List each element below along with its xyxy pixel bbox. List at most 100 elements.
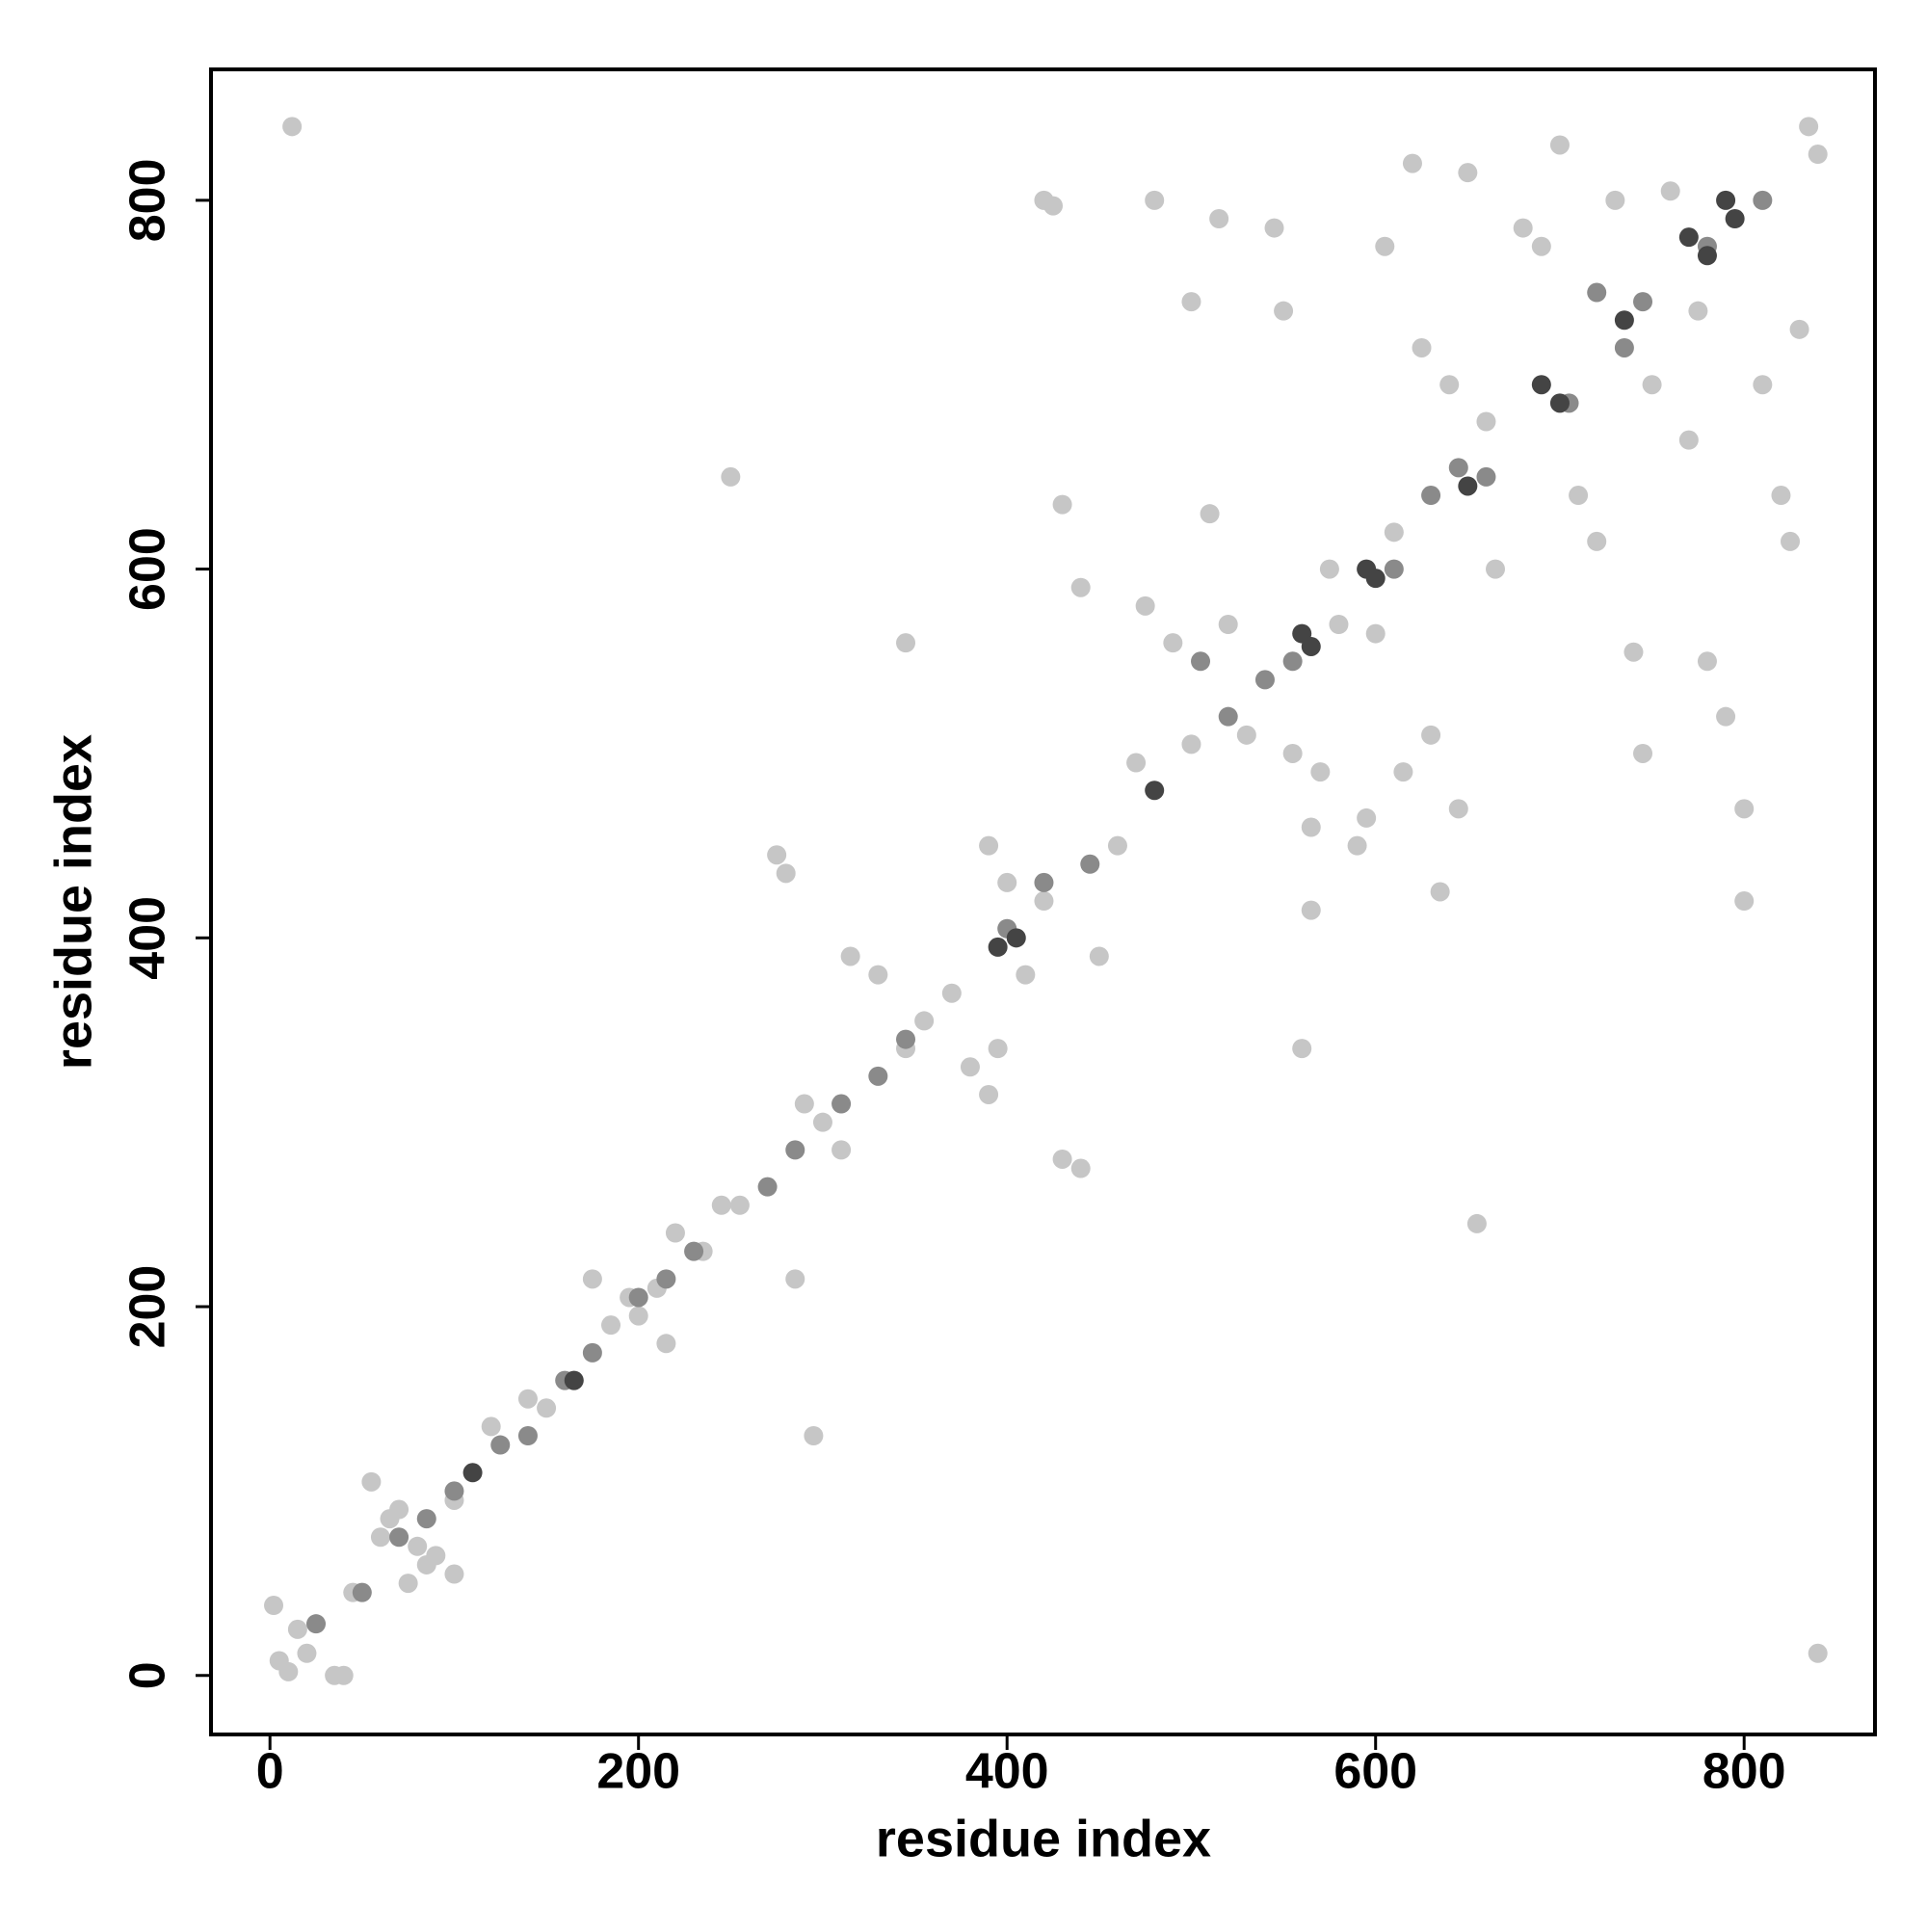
x-axis-label: residue index (876, 1810, 1211, 1867)
point (1070, 1158, 1091, 1178)
point (1697, 246, 1717, 266)
point (1384, 559, 1404, 579)
point (1135, 595, 1155, 616)
point (517, 1389, 538, 1409)
point (1274, 301, 1294, 321)
point (1107, 835, 1127, 856)
point (1301, 636, 1321, 656)
point (1549, 393, 1570, 413)
point (1282, 651, 1303, 672)
point (1402, 153, 1422, 173)
point (832, 1094, 852, 1114)
point (1753, 375, 1773, 395)
point (794, 1094, 814, 1114)
point (306, 1614, 327, 1634)
point (1476, 466, 1496, 487)
point (490, 1435, 511, 1455)
point (997, 872, 1017, 892)
point (1678, 430, 1699, 450)
point (1365, 569, 1386, 589)
point (665, 1223, 685, 1243)
point (416, 1509, 436, 1529)
point (868, 1066, 888, 1086)
point (389, 1499, 409, 1520)
point (1347, 835, 1367, 856)
point (537, 1398, 557, 1418)
point (1329, 615, 1349, 634)
point (1034, 872, 1054, 892)
point (1531, 236, 1551, 256)
point (1725, 209, 1745, 229)
point (812, 1112, 832, 1132)
point (1218, 706, 1238, 727)
point (914, 1011, 935, 1031)
point (444, 1481, 464, 1501)
point (840, 946, 860, 966)
point (1808, 145, 1828, 165)
point (1549, 135, 1570, 155)
point (1052, 1149, 1072, 1169)
point (1623, 642, 1644, 662)
point (1697, 651, 1717, 672)
point (1781, 531, 1801, 551)
point (1357, 807, 1377, 828)
point (1043, 196, 1064, 216)
point (1458, 476, 1478, 496)
point (1126, 753, 1147, 773)
point (757, 1177, 778, 1197)
point (1531, 375, 1551, 395)
point (601, 1315, 621, 1336)
point (426, 1546, 446, 1566)
point (1421, 486, 1441, 506)
point (979, 835, 999, 856)
x-tick-label: 0 (256, 1744, 284, 1800)
point (979, 1084, 999, 1104)
point (1181, 734, 1201, 754)
x-tick-label: 200 (596, 1744, 680, 1800)
point (1145, 781, 1165, 801)
point (1052, 494, 1072, 515)
y-tick-label: 0 (120, 1661, 176, 1689)
point (1476, 411, 1496, 432)
point (1430, 882, 1450, 902)
point (1633, 292, 1653, 312)
point (941, 983, 962, 1003)
point (988, 1039, 1008, 1059)
point (1218, 615, 1238, 634)
point (1660, 181, 1680, 201)
point (1080, 854, 1100, 874)
point (684, 1241, 704, 1261)
y-tick-label: 600 (120, 527, 176, 611)
point (776, 863, 796, 884)
point (1734, 891, 1755, 912)
y-tick-label: 400 (120, 896, 176, 980)
point (1642, 375, 1662, 395)
point (1771, 486, 1791, 506)
point (1587, 282, 1607, 303)
point (1393, 762, 1413, 782)
point (896, 1029, 916, 1049)
point (832, 1140, 852, 1160)
point (1587, 531, 1607, 551)
point (1486, 559, 1506, 579)
point (628, 1287, 648, 1308)
point (1301, 817, 1321, 837)
point (297, 1643, 317, 1663)
point (389, 1527, 409, 1548)
point (1310, 762, 1331, 782)
point (1365, 623, 1386, 644)
point (767, 845, 787, 865)
point (1605, 190, 1625, 210)
point (1292, 1039, 1312, 1059)
point (1734, 799, 1755, 819)
point (988, 937, 1008, 957)
point (370, 1527, 390, 1548)
point (1254, 670, 1275, 690)
point (352, 1582, 372, 1602)
point (868, 965, 888, 985)
point (1089, 946, 1109, 966)
y-axis-label: residue index (44, 734, 102, 1070)
point (804, 1425, 824, 1445)
point (729, 1195, 750, 1215)
